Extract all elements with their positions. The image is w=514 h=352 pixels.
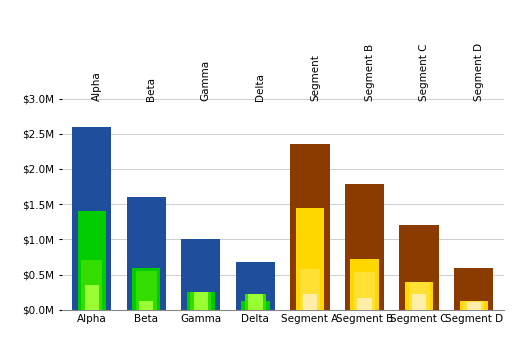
Bar bbox=[139, 301, 153, 310]
Bar bbox=[136, 271, 157, 310]
Bar bbox=[300, 269, 320, 310]
Bar bbox=[454, 268, 493, 310]
Bar bbox=[290, 144, 329, 310]
Bar bbox=[409, 282, 430, 310]
Bar bbox=[248, 294, 263, 310]
Bar bbox=[405, 282, 433, 310]
Bar bbox=[181, 239, 221, 310]
Bar bbox=[126, 197, 166, 310]
Bar bbox=[241, 301, 270, 310]
Bar bbox=[245, 294, 266, 310]
Bar bbox=[72, 127, 112, 310]
Bar bbox=[463, 301, 484, 310]
Bar bbox=[460, 301, 488, 310]
Bar bbox=[345, 184, 384, 310]
Bar bbox=[412, 294, 426, 310]
Bar bbox=[399, 225, 439, 310]
Bar bbox=[191, 292, 211, 310]
Bar bbox=[296, 208, 324, 310]
Bar bbox=[81, 260, 102, 310]
Bar bbox=[236, 262, 275, 310]
Bar bbox=[303, 294, 317, 310]
Bar bbox=[467, 302, 481, 310]
Bar bbox=[132, 268, 160, 310]
Bar bbox=[354, 272, 375, 310]
Bar bbox=[194, 292, 208, 310]
Bar bbox=[85, 285, 99, 310]
Bar bbox=[351, 259, 379, 310]
Bar bbox=[187, 292, 215, 310]
Bar bbox=[78, 211, 106, 310]
Bar bbox=[357, 298, 372, 310]
